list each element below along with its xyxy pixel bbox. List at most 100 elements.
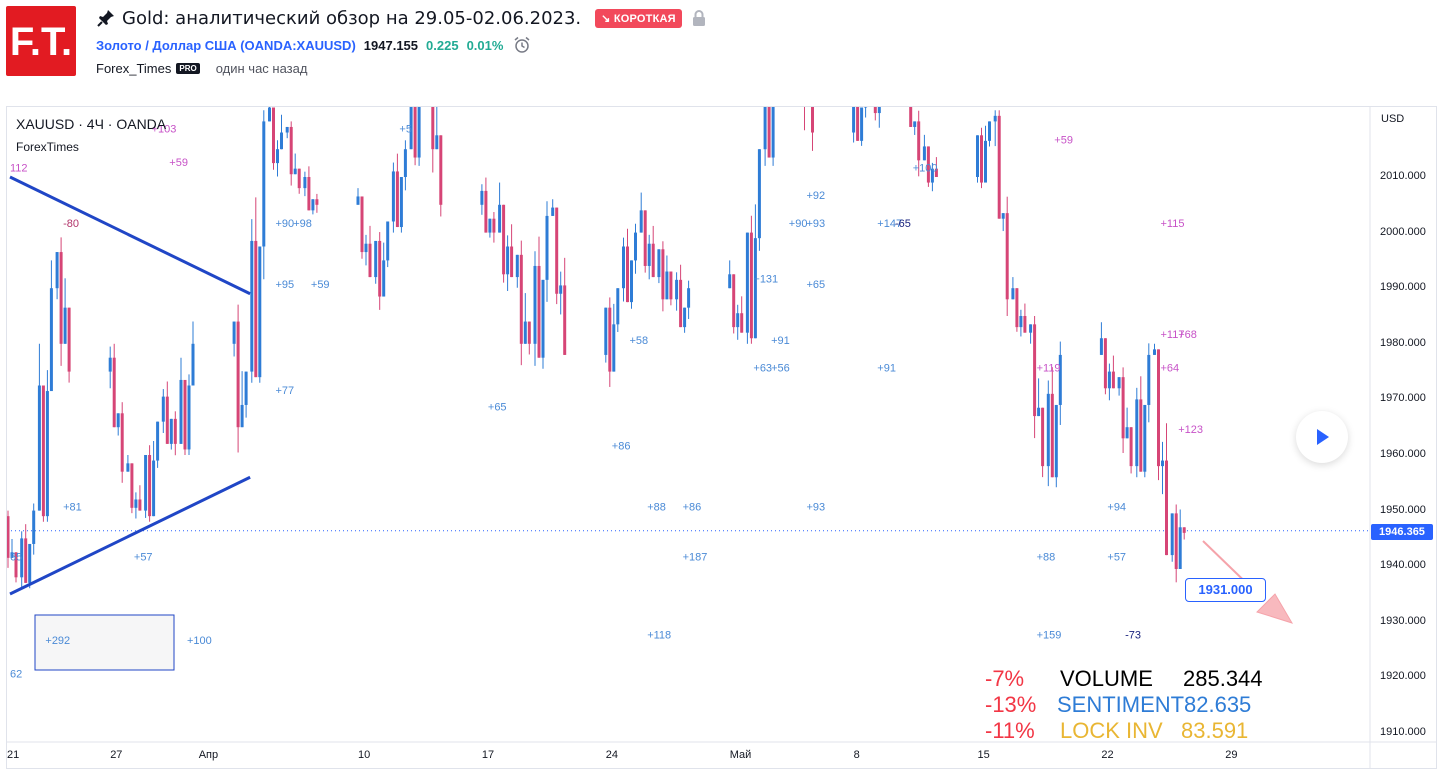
level-annotation: +131 (753, 274, 778, 286)
chart-legend-indicator: ForexTimes (16, 140, 79, 154)
candle-body (240, 404, 244, 428)
candle-body (63, 307, 67, 344)
candle-body (781, 0, 784, 27)
candle-body (382, 260, 386, 297)
candle-body (657, 249, 661, 278)
candle-body (502, 204, 506, 275)
candle-body (148, 455, 152, 517)
author-logo[interactable]: F.T. (6, 6, 76, 76)
candle-body (3, 516, 6, 522)
candle-body (32, 510, 36, 544)
level-annotation: 65 (10, 552, 22, 564)
candle-body (1037, 407, 1041, 417)
time-tick: 8 (853, 749, 860, 761)
candle-body (152, 460, 156, 517)
candle-body (244, 371, 248, 405)
candle-body (604, 307, 608, 355)
candle-body (905, 60, 908, 66)
level-annotation: +63 (753, 363, 772, 375)
candle-body (427, 52, 430, 66)
candle-body (144, 455, 148, 511)
highlight-box (34, 614, 175, 671)
candle-body (1041, 407, 1045, 467)
stat-volume-value: 285.344 (1183, 666, 1263, 691)
candle-body (980, 135, 983, 183)
symbol-link[interactable]: Золото / Доллар США (OANDA:XAUUSD) (96, 37, 356, 53)
candle-body (563, 285, 567, 355)
level-annotation: +147 (877, 218, 902, 230)
candle-body (877, 107, 881, 114)
candle-body (179, 379, 183, 444)
candle-body (303, 177, 307, 189)
level-annotation: +59 (311, 279, 330, 291)
candle-body (1019, 316, 1023, 328)
candle-body (484, 190, 488, 233)
candle-body (386, 221, 390, 261)
candle-body (7, 516, 10, 558)
level-annotation: +92 (807, 190, 826, 202)
candle-body (612, 324, 616, 372)
author-name[interactable]: Forex_Times (96, 60, 172, 76)
level-annotation: -73 (1125, 629, 1141, 641)
candle-body (651, 243, 655, 278)
candle-body (740, 313, 744, 333)
level-annotation: +292 (45, 635, 70, 647)
candle-body (811, 107, 814, 133)
candle-body (55, 252, 59, 289)
candle-body (669, 271, 673, 300)
candle-body (860, 107, 864, 141)
candle-body (417, 107, 421, 158)
candle-body (757, 149, 761, 239)
candle-body (533, 265, 537, 344)
candle-body (1103, 338, 1107, 389)
alarm-clock-icon[interactable] (513, 36, 531, 54)
candle-body (374, 240, 378, 278)
candle-body (28, 543, 32, 583)
candle-body (888, 32, 891, 54)
candle-body (616, 288, 620, 325)
candle-body (506, 246, 510, 275)
candle-body (431, 107, 435, 150)
candle-body (728, 274, 732, 289)
chart-legend-symbol: XAUUSD · 4Ч · OANDA (16, 116, 167, 132)
price-change: 0.225 (426, 37, 459, 53)
pushpin-icon (97, 10, 114, 27)
candle-body (364, 243, 368, 253)
candle-body (776, 27, 779, 88)
idea-title: Gold: аналитический обзор на 29.05-02.06… (122, 7, 582, 29)
level-annotation: +68 (1178, 329, 1197, 341)
candle-body (864, 107, 868, 108)
candle-body (1125, 427, 1129, 439)
price-axis-currency: USD (1381, 113, 1405, 125)
level-annotation: +93 (807, 502, 826, 514)
candle-body (675, 279, 679, 300)
candle-body (630, 260, 633, 303)
candle-body (551, 207, 555, 216)
candle-body (1143, 404, 1147, 472)
price-tick: 1950.000 (1380, 503, 1426, 516)
candle-body (59, 252, 63, 344)
candle-body (391, 171, 395, 222)
level-annotation: +5 (399, 124, 412, 136)
candle-body (116, 413, 120, 428)
candle-body (1165, 460, 1168, 556)
candle-body (413, 107, 417, 158)
play-button[interactable] (1296, 411, 1348, 463)
candle-body (882, 55, 885, 72)
candle-body (297, 168, 301, 189)
pro-badge: PRO (176, 62, 200, 74)
candle-body (913, 121, 917, 127)
candle-body (510, 246, 514, 278)
candle-body (138, 499, 142, 511)
last-price: 1947.155 (363, 37, 419, 53)
candle-body (112, 357, 116, 428)
candle-body (498, 204, 502, 233)
candle-body (49, 288, 53, 392)
level-annotation: -80 (63, 218, 79, 230)
price-tick: 2010.000 (1380, 170, 1426, 182)
candle-body (753, 238, 757, 339)
time-tick: 29 (1225, 749, 1238, 761)
candle-body (1147, 354, 1151, 405)
candle-body (771, 107, 775, 158)
